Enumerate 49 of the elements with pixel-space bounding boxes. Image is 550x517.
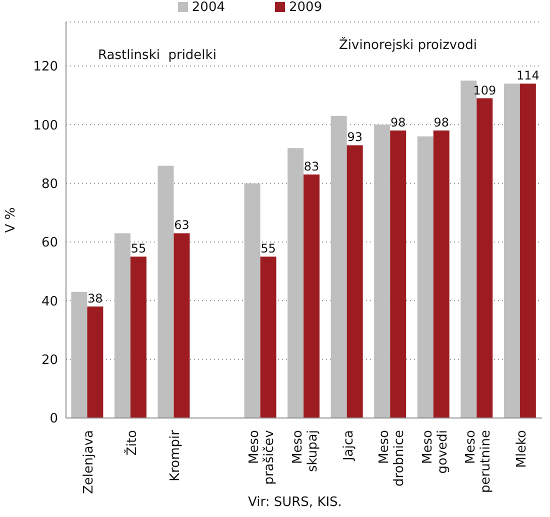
bar	[260, 256, 276, 418]
bar	[374, 124, 390, 418]
legend-label: 2004	[192, 0, 225, 15]
y-tick-label: 0	[50, 412, 58, 427]
bar	[476, 98, 493, 418]
bar	[71, 292, 88, 418]
data-label: 83	[304, 160, 320, 174]
y-tick-label: 20	[41, 352, 58, 368]
y-tick-label: 120	[33, 60, 58, 75]
bar	[244, 183, 260, 418]
data-label: 55	[260, 242, 276, 256]
bar	[288, 148, 304, 418]
data-label: 93	[347, 130, 362, 144]
legend-label: 2009	[289, 0, 322, 15]
data-label: 38	[88, 292, 103, 306]
annotation: Rastlinski pridelki	[92, 48, 222, 63]
y-tick-label: 60	[41, 236, 58, 251]
data-label: 114	[516, 68, 540, 83]
data-label: 63	[174, 218, 190, 232]
x-tick-label: Mleko	[514, 430, 530, 468]
bar	[520, 84, 536, 418]
x-tick-label: Meso drobnice	[377, 430, 408, 487]
data-label: 55	[130, 242, 146, 256]
bar	[417, 136, 434, 418]
bar	[433, 130, 450, 418]
annotation: Živinorejski proizvodi	[335, 38, 481, 53]
y-tick-label: 80	[41, 176, 58, 192]
bar	[330, 116, 347, 418]
data-label: 98	[434, 116, 450, 130]
y-tick-label: 100	[33, 118, 58, 134]
bar	[504, 84, 520, 418]
x-tick-label: Krompir	[168, 429, 184, 482]
bar	[174, 233, 190, 418]
bar	[390, 130, 406, 418]
bar	[130, 256, 146, 418]
bar	[158, 166, 174, 418]
x-tick-label: Zelenjava	[82, 430, 97, 494]
text: Vir: SURS, KIS.	[247, 495, 343, 510]
bar	[346, 145, 363, 418]
y-axis-title: V %	[4, 207, 19, 233]
bar	[87, 306, 104, 418]
bar	[304, 174, 320, 418]
x-tick-label: Jajca	[341, 430, 356, 462]
x-tick-label: Meso prašičev	[247, 430, 278, 485]
y-tick-label: 40	[41, 294, 58, 310]
data-label: 109	[473, 83, 496, 98]
bar	[114, 233, 130, 418]
data-label: 98	[390, 116, 406, 130]
x-tick-label: Žito	[122, 430, 140, 456]
